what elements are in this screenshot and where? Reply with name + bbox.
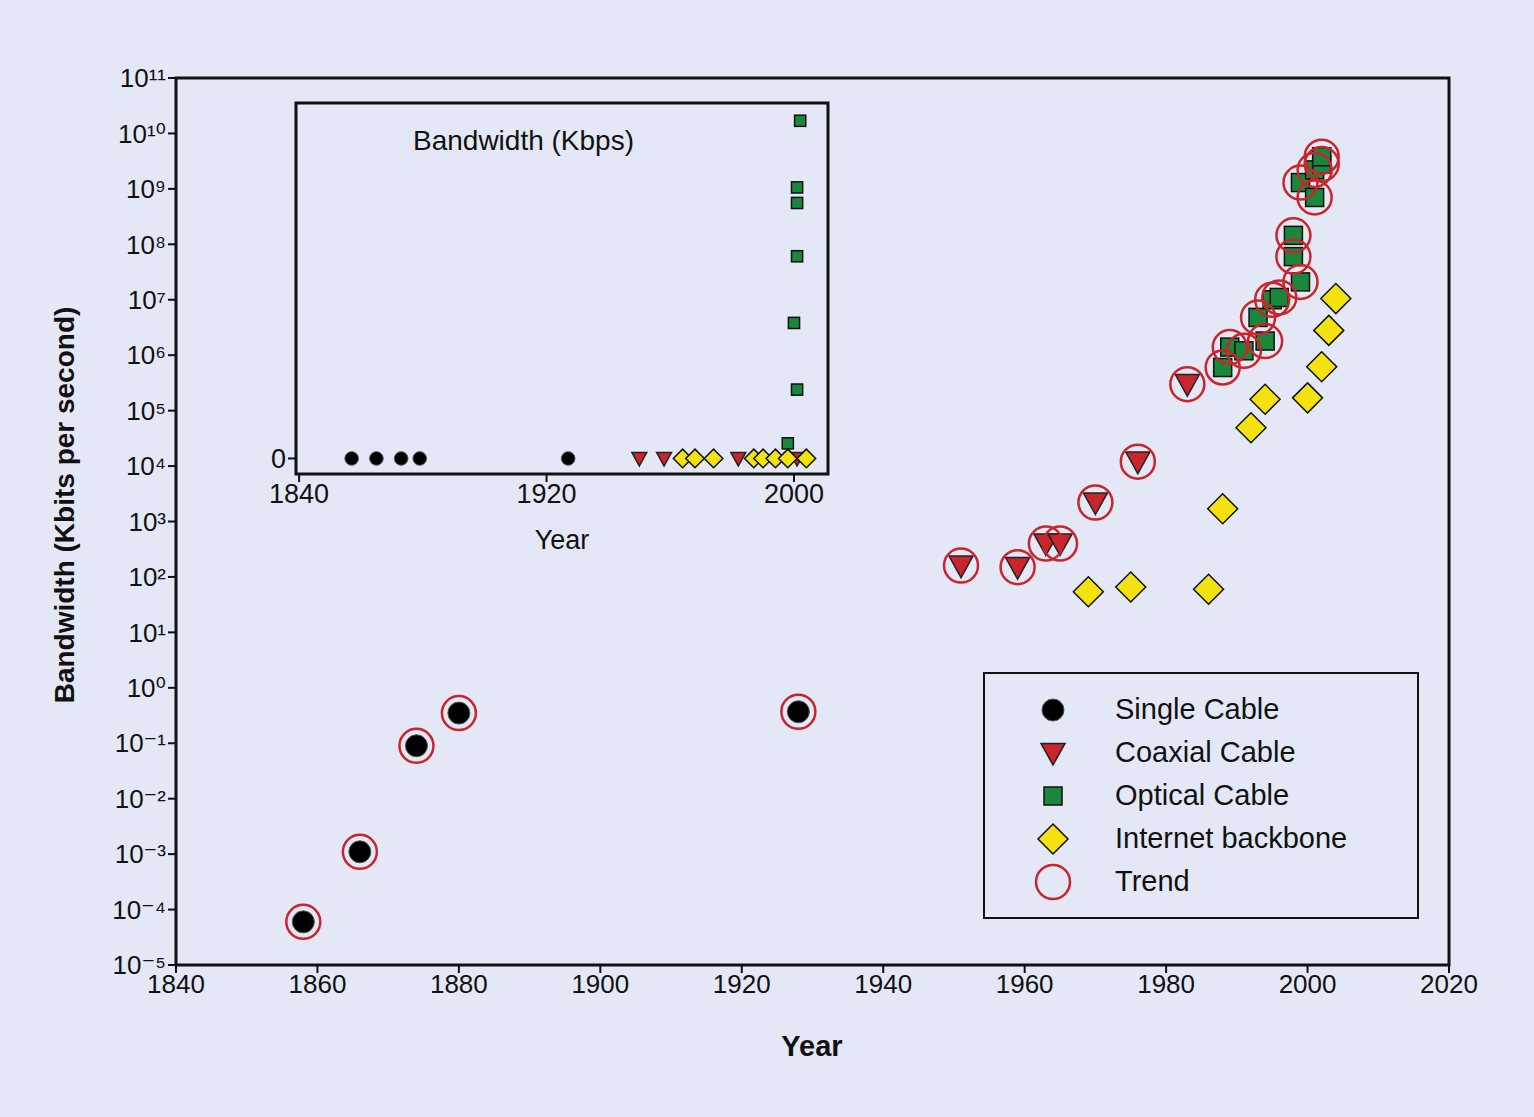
svg-text:10⁰: 10⁰ (127, 673, 166, 703)
svg-text:10¹¹: 10¹¹ (120, 63, 167, 93)
svg-text:10⁻¹: 10⁻¹ (115, 728, 167, 758)
svg-text:10⁴: 10⁴ (126, 451, 166, 481)
svg-text:1920: 1920 (516, 479, 576, 509)
svg-text:10⁻⁴: 10⁻⁴ (112, 895, 166, 925)
html-text:Bandwidth (Kbps): Bandwidth (Kbps) (413, 125, 634, 156)
svg-text:10¹: 10¹ (128, 618, 166, 648)
svg-text:10⁸: 10⁸ (126, 230, 166, 260)
svg-text:1980: 1980 (1137, 969, 1195, 999)
svg-text:10³: 10³ (128, 507, 166, 537)
svg-text:10⁹: 10⁹ (126, 174, 166, 204)
svg-text:1960: 1960 (996, 969, 1054, 999)
svg-text:10⁻⁵: 10⁻⁵ (113, 950, 166, 980)
html-text:Internet backbone: Internet backbone (1115, 822, 1348, 854)
svg-text:2020: 2020 (1420, 969, 1478, 999)
svg-text:10⁶: 10⁶ (126, 340, 166, 370)
svg-text:10²: 10² (128, 562, 166, 592)
svg-text:10⁻³: 10⁻³ (115, 839, 167, 869)
svg-text:1900: 1900 (571, 969, 629, 999)
svg-text:10⁷: 10⁷ (128, 285, 166, 315)
html-text:Bandwidth (Kbits per second): Bandwidth (Kbits per second) (49, 306, 80, 704)
html-text:Single Cable: Single Cable (1115, 693, 1280, 725)
svg-text:1920: 1920 (713, 969, 771, 999)
svg-text:1840: 1840 (269, 479, 329, 509)
svg-text:1860: 1860 (289, 969, 347, 999)
svg-text:2000: 2000 (764, 479, 824, 509)
svg-text:1940: 1940 (854, 969, 912, 999)
html-text:Coaxial Cable: Coaxial Cable (1115, 736, 1296, 768)
svg-text:10¹⁰: 10¹⁰ (118, 119, 166, 149)
html-text:Year: Year (781, 1030, 843, 1062)
svg-text:1880: 1880 (430, 969, 488, 999)
svg-text:2000: 2000 (1279, 969, 1337, 999)
html-text:Optical Cable: Optical Cable (1115, 779, 1290, 811)
svg-text:0: 0 (271, 444, 286, 474)
svg-text:1840: 1840 (147, 969, 205, 1000)
svg-text:10⁵: 10⁵ (126, 396, 166, 426)
html-text:Trend: Trend (1115, 865, 1190, 897)
svg-text:10⁻²: 10⁻² (115, 784, 167, 814)
html-text:Year: Year (534, 525, 590, 555)
